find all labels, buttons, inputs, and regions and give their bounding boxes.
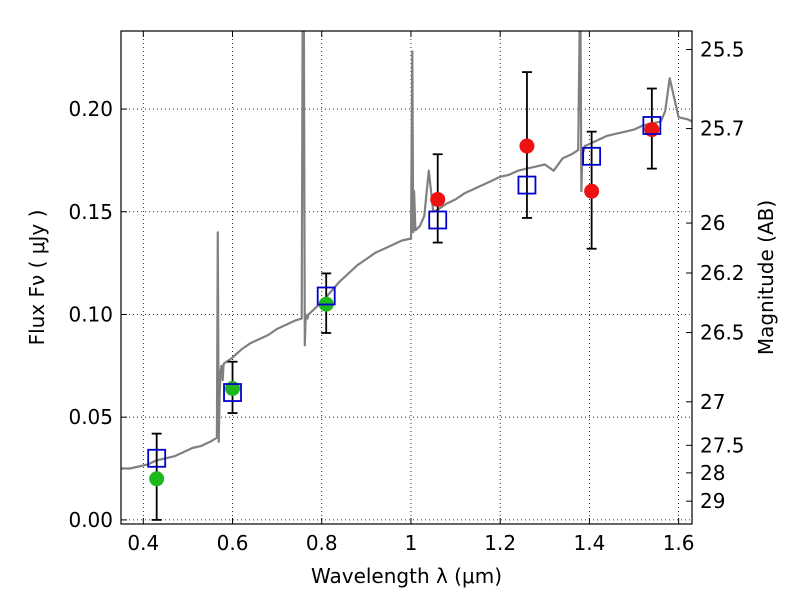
x-tick-label: 1.6 [663, 531, 695, 555]
y-tick-label: 0.10 [68, 302, 113, 326]
spectrum-layer [121, 31, 692, 470]
model-photometry-box [642, 116, 662, 135]
y-tick-label: 0.20 [68, 97, 113, 121]
observed-point-nir [584, 183, 600, 199]
model-photometry-box [428, 210, 448, 230]
x-tick-label: 0.6 [217, 531, 249, 555]
right-tick-label: 25.7 [700, 117, 745, 141]
x-tick-label: 1 [405, 531, 418, 555]
model-photometry-box [316, 286, 336, 306]
right-tick-label: 27.5 [700, 433, 745, 457]
spectrum-line [121, 31, 692, 470]
observed-point-nir [519, 138, 535, 154]
right-axis-title: Magnitude (AB) [754, 200, 778, 355]
right-tick-label: 26.2 [700, 261, 745, 285]
x-tick-label: 1.2 [484, 531, 516, 555]
model-photometry-box [223, 383, 242, 402]
tick-marks [121, 31, 692, 524]
x-tick-label: 0.8 [306, 531, 338, 555]
y-tick-label: 0.00 [68, 508, 113, 532]
right-tick-label: 29 [700, 489, 725, 513]
y-axis-title: Flux Fν ( μJy ) [25, 210, 49, 346]
right-tick-label: 28 [700, 461, 725, 485]
y-tick-label: 0.05 [68, 405, 113, 429]
x-tick-label: 0.4 [127, 531, 159, 555]
observed-point-optical [149, 471, 165, 487]
model-photometry-box [147, 448, 167, 468]
model-photometry-box [582, 146, 602, 166]
y-tick-label: 0.15 [68, 200, 113, 224]
model-layer [147, 116, 662, 468]
grid-lines [121, 31, 692, 524]
right-tick-label: 26.5 [700, 321, 745, 345]
right-tick-label: 26 [700, 211, 725, 235]
right-tick-label: 25.5 [700, 37, 745, 61]
x-axis-title: Wavelength λ (μm) [311, 564, 502, 588]
x-tick-label: 1.4 [573, 531, 605, 555]
model-photometry-box [517, 175, 537, 195]
observed-point-nir [430, 191, 446, 207]
right-tick-label: 27 [700, 390, 725, 414]
tick-labels: 0.4 0.6 0.8 1 1.2 1.4 1.6 0.00 0.05 0.10 0.15 0.20 2… [68, 37, 744, 555]
plot-frame [120, 30, 693, 525]
